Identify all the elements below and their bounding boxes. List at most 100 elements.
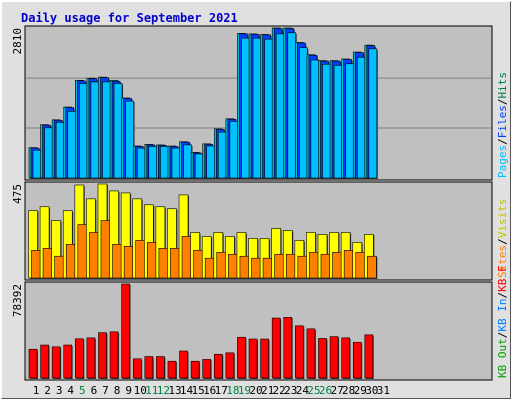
bar-kb-f: [237, 336, 246, 379]
bar-sites: [355, 251, 366, 279]
bar-pages: [310, 59, 320, 179]
bar-pages: [229, 121, 239, 179]
bar-pages: [194, 153, 204, 179]
bar-kb-f: [329, 336, 339, 379]
bar-kb-f: [318, 338, 327, 379]
x-tick-label: 19: [238, 384, 251, 397]
bar-kb-f: [63, 344, 73, 379]
bar-sites: [89, 232, 99, 279]
bar-kb-f: [341, 337, 350, 379]
bar-sites: [262, 257, 273, 279]
bar-sites: [158, 248, 169, 279]
x-tick-label: 31: [377, 384, 390, 397]
bar-pages: [252, 37, 262, 179]
bar-kb-f: [306, 328, 316, 379]
bar-sites: [343, 249, 354, 279]
x-tick-label: 24: [296, 384, 310, 397]
x-tick-label: 6: [91, 384, 98, 397]
legend-entry: Hits: [496, 72, 509, 99]
bar-pages: [287, 32, 297, 179]
x-tick-label: 16: [203, 384, 216, 397]
legend-entry: KB Out: [496, 338, 509, 378]
bar-sites: [251, 257, 261, 279]
bar-pages: [183, 144, 192, 179]
x-tick-label: 14: [180, 384, 194, 397]
x-tick-label: 1: [33, 384, 40, 397]
bar-sites: [320, 253, 331, 279]
bar-kb-f: [225, 352, 235, 379]
bar-kb-f: [40, 344, 49, 379]
x-tick-label: 23: [284, 384, 297, 397]
bar-pages: [125, 100, 134, 179]
legend-separator: /: [496, 138, 509, 145]
bar-sites: [42, 248, 53, 279]
bar-sites: [54, 255, 64, 279]
legend: Pages/Files/Hits: [496, 72, 509, 178]
legend-entry: KB F: [496, 265, 509, 292]
bar-sites: [31, 249, 41, 279]
bar-pages: [148, 146, 158, 179]
bar-kb-f: [364, 334, 374, 379]
y-max-label: 2810: [11, 28, 24, 55]
legend-separator: /: [496, 99, 509, 106]
bar-kb-f: [283, 317, 293, 379]
bar-kb-f: [132, 358, 142, 379]
legend: Sites/Visits: [496, 199, 509, 279]
bar-kb-f: [28, 348, 38, 379]
bar-pages: [90, 81, 100, 179]
x-tick-label: 4: [67, 384, 74, 397]
x-tick-label: 15: [191, 384, 204, 397]
bar-pages: [275, 33, 285, 179]
bar-pages: [32, 149, 42, 179]
x-tick-label: 5: [79, 384, 86, 397]
legend-entry: Files: [496, 105, 509, 138]
bar-sites: [123, 246, 134, 279]
bar-pages: [136, 147, 146, 179]
x-tick-label: 10: [134, 384, 147, 397]
legend-separator: /: [496, 332, 509, 339]
bar-sites: [100, 220, 111, 279]
bar-sites: [181, 236, 192, 279]
bar-kb-f: [167, 360, 177, 379]
bar-kb-f: [352, 341, 362, 379]
x-tick-label: 26: [319, 384, 332, 397]
x-tick-label: 18: [226, 384, 239, 397]
bar-pages: [79, 83, 88, 179]
bar-pages: [368, 48, 378, 179]
bar-kb-f: [75, 338, 84, 379]
bar-sites: [332, 251, 342, 279]
chart-canvas: 2810Pages/Files/Hits475Sites/Visits78392…: [11, 25, 509, 397]
bar-pages: [44, 127, 53, 179]
bar-sites: [228, 253, 238, 279]
x-tick-label: 25: [307, 384, 320, 397]
bar-kb-f: [271, 317, 281, 379]
bar-pages: [55, 122, 65, 179]
bar-sites: [193, 249, 203, 279]
bar-kb-f: [86, 337, 96, 379]
bar-kb-f: [202, 359, 211, 379]
bar-kb-f: [109, 331, 119, 379]
bar-pages: [217, 131, 227, 179]
x-tick-label: 20: [249, 384, 262, 397]
bar-kb-f: [98, 332, 107, 379]
x-tick-label: 30: [365, 384, 378, 397]
chart-title: Daily usage for September 2021: [21, 11, 238, 25]
legend-entry: Visits: [496, 199, 509, 239]
bar-sites: [285, 253, 296, 279]
bar-sites: [77, 224, 88, 279]
bar-kb-f: [248, 338, 258, 379]
x-tick-label: 7: [102, 384, 109, 397]
x-tick-label: 28: [342, 384, 355, 397]
legend: KB Out/KB In/KB F: [496, 265, 509, 378]
x-tick-label: 17: [215, 384, 228, 397]
bar-pages: [102, 81, 111, 179]
bar-pages: [241, 37, 250, 179]
x-tick-label: 8: [114, 384, 121, 397]
bar-sites: [367, 255, 377, 279]
x-tick-label: 29: [354, 384, 367, 397]
bar-kb-f: [260, 338, 269, 379]
bar-pages: [345, 63, 354, 179]
bar-pages: [206, 145, 215, 179]
bar-pages: [67, 110, 77, 179]
